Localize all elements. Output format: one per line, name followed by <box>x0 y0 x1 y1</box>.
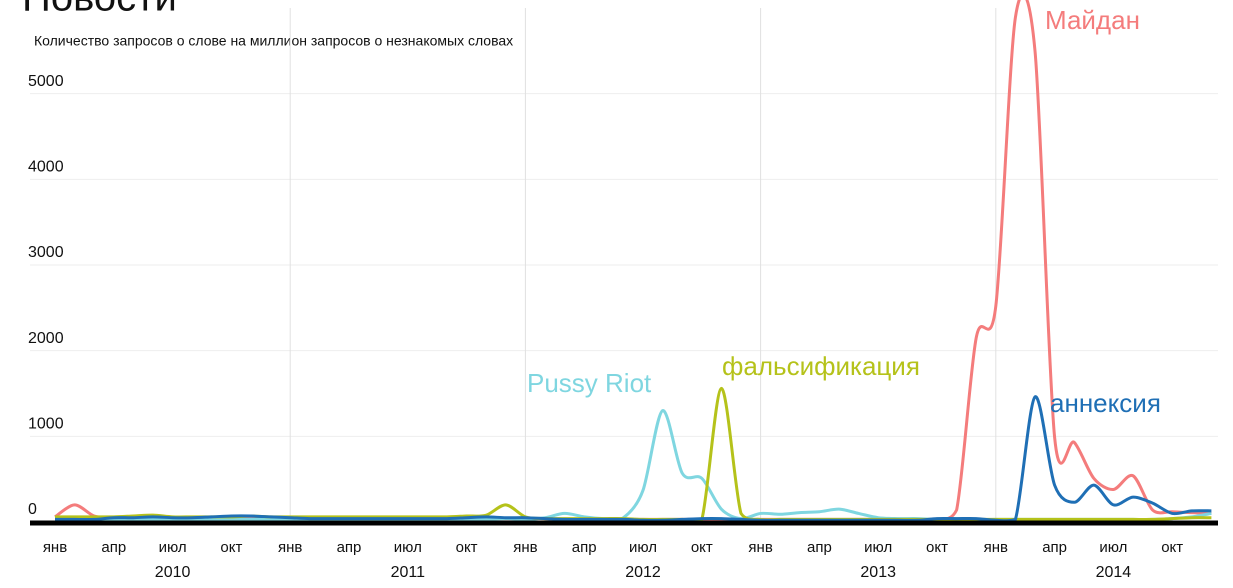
year-label: 2012 <box>625 564 661 581</box>
y-tick-label: 5000 <box>28 73 64 90</box>
year-label: 2010 <box>155 564 191 581</box>
x-tick-label: янв <box>984 539 1008 556</box>
series-line <box>54 386 1212 523</box>
series-label: аннексия <box>1050 388 1161 418</box>
x-tick-label: июл <box>629 539 657 556</box>
x-tick-label: окт <box>926 539 948 556</box>
x-tick-label: июл <box>394 539 422 556</box>
y-tick-label: 1000 <box>28 416 64 433</box>
x-tick-label: июл <box>1099 539 1127 556</box>
chart-title: Новости <box>22 0 177 20</box>
x-tick-label: окт <box>1161 539 1183 556</box>
series-line <box>55 395 1212 523</box>
x-tick-label: апр <box>1042 539 1067 556</box>
x-tick-label: янв <box>43 539 67 556</box>
x-tick-label: июл <box>864 539 892 556</box>
x-tick-label: апр <box>572 539 597 556</box>
y-tick-label: 2000 <box>28 330 64 347</box>
y-tick-label: 0 <box>28 501 37 518</box>
series-line <box>55 409 1212 522</box>
x-tick-label: окт <box>456 539 478 556</box>
series-label: Майдан <box>1045 5 1140 35</box>
series-line <box>54 0 1212 522</box>
series-label: Pussy Riot <box>527 368 652 398</box>
x-tick-label: апр <box>807 539 832 556</box>
x-tick-label: янв <box>748 539 772 556</box>
year-label: 2011 <box>391 564 426 581</box>
y-tick-label: 3000 <box>28 244 64 261</box>
series-label: фальсификация <box>722 351 920 381</box>
x-tick-label: янв <box>278 539 302 556</box>
chart-subtitle: Количество запросов о слове на миллион з… <box>34 33 513 49</box>
x-tick-label: окт <box>220 539 242 556</box>
x-tick-label: июл <box>159 539 187 556</box>
y-tick-label: 4000 <box>28 159 64 176</box>
year-label: 2013 <box>860 564 896 581</box>
year-label: 2014 <box>1096 564 1132 581</box>
x-tick-label: янв <box>513 539 537 556</box>
x-tick-label: апр <box>337 539 362 556</box>
x-tick-label: окт <box>691 539 713 556</box>
x-tick-label: апр <box>101 539 126 556</box>
